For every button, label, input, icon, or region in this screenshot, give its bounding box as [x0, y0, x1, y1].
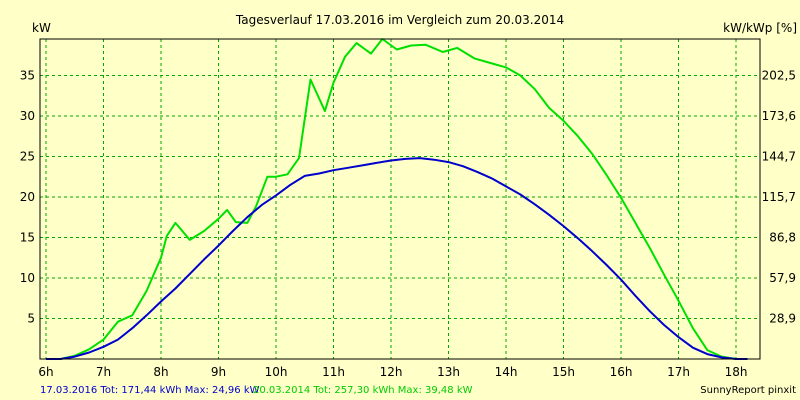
- y-ticks-right: 28,9 57,9 86,8 115,7 144,7 173,6 202,5: [762, 68, 796, 325]
- x-tick-label: 14h: [495, 365, 518, 379]
- x-tick-label: 6h: [38, 365, 53, 379]
- y-tick-left-label: 25: [20, 149, 35, 163]
- x-tick-label: 9h: [211, 365, 226, 379]
- plot-frame: [39, 38, 761, 360]
- grid-lines: [40, 39, 760, 359]
- x-tick-label: 7h: [96, 365, 111, 379]
- y-tick-right-label: 202,5: [762, 68, 796, 82]
- x-tick-label: 10h: [265, 365, 288, 379]
- x-tick-label: 15h: [552, 365, 575, 379]
- y-tick-right-label: 86,8: [769, 230, 796, 244]
- y-tick-right-label: 144,7: [762, 149, 796, 163]
- y-tick-left-label: 15: [20, 230, 35, 244]
- x-tick-label: 12h: [380, 365, 403, 379]
- x-tick-label: 17h: [667, 365, 690, 379]
- footer-middle-summary: 20.03.2014 Tot: 257,30 kWh Max: 39,48 kW: [253, 385, 473, 396]
- y-tick-right-label: 57,9: [769, 271, 796, 285]
- x-ticks: 6h 7h 8h 9h 10h 11h 12h 13h 14h 15h 16h 17h 18h: [38, 365, 747, 379]
- y-axis-left-label: kW: [32, 21, 51, 35]
- y-tick-right-label: 28,9: [769, 311, 796, 325]
- x-tick-label: 13h: [437, 365, 460, 379]
- x-tick-label: 11h: [322, 365, 345, 379]
- y-tick-left-label: 5: [27, 311, 35, 325]
- series-group: [46, 38, 748, 360]
- series-line-20.03.2014: [46, 38, 748, 360]
- chart-title: Tagesverlauf 17.03.2016 im Vergleich zum…: [235, 13, 564, 27]
- y-tick-left-label: 10: [20, 271, 35, 285]
- y-tick-left-label: 30: [20, 109, 35, 123]
- y-tick-right-label: 115,7: [762, 190, 796, 204]
- y-axis-right-label: kW/kWp [%]: [723, 21, 797, 35]
- footer-credit: SunnyReport pinxit: [700, 385, 796, 396]
- x-tick-label: 8h: [153, 365, 168, 379]
- y-tick-left-label: 20: [20, 190, 35, 204]
- y-tick-right-label: 173,6: [762, 109, 796, 123]
- series-line-17.03.2016: [46, 157, 748, 360]
- x-tick-label: 18h: [725, 365, 748, 379]
- y-tick-left-label: 35: [20, 68, 35, 82]
- footer-left-summary: 17.03.2016 Tot: 171,44 kWh Max: 24,96 kW: [40, 385, 260, 396]
- x-tick-label: 16h: [610, 365, 633, 379]
- y-ticks-left: 5 10 15 20 25 30 35: [20, 68, 35, 325]
